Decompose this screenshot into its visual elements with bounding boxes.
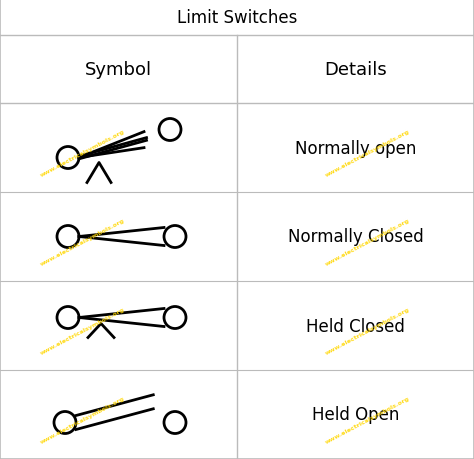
- Text: www.electricalsymbols.org: www.electricalsymbols.org: [40, 395, 126, 444]
- Text: Symbol: Symbol: [85, 61, 152, 79]
- Text: www.electricalsymbols.org: www.electricalsymbols.org: [40, 129, 126, 178]
- Text: Normally Closed: Normally Closed: [288, 228, 423, 246]
- Text: Normally open: Normally open: [295, 139, 416, 157]
- Text: www.electricalsymbols.org: www.electricalsymbols.org: [40, 306, 126, 355]
- Text: Held Closed: Held Closed: [306, 317, 405, 335]
- Text: Details: Details: [324, 61, 387, 79]
- Text: www.electricalsymbols.org: www.electricalsymbols.org: [324, 129, 410, 178]
- Text: www.electricalsymbols.org: www.electricalsymbols.org: [40, 218, 126, 266]
- Text: Held Open: Held Open: [312, 406, 399, 424]
- Text: Limit Switches: Limit Switches: [177, 9, 297, 27]
- Text: www.electricalsymbols.org: www.electricalsymbols.org: [324, 306, 410, 355]
- Text: www.electricalsymbols.org: www.electricalsymbols.org: [324, 395, 410, 444]
- Text: www.electricalsymbols.org: www.electricalsymbols.org: [324, 218, 410, 266]
